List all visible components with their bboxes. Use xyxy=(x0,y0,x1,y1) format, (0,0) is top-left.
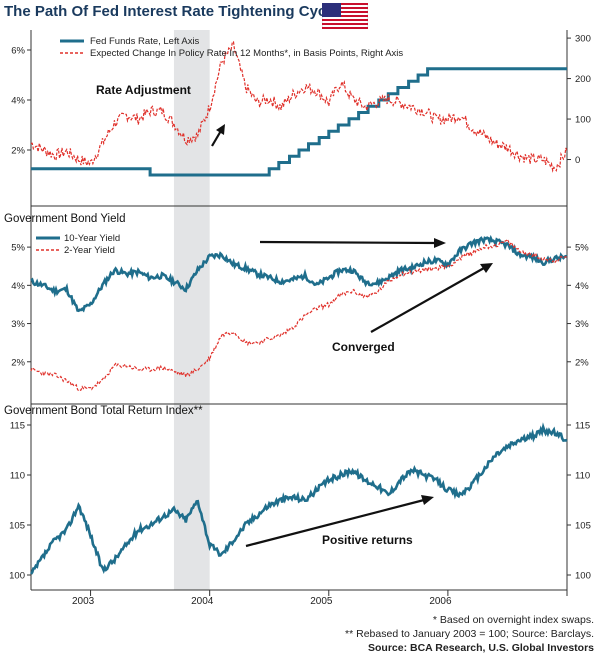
arrow-rate-adjustment xyxy=(211,124,225,147)
y-tick-label-right: 3% xyxy=(575,319,589,330)
y-tick-label-left: 5% xyxy=(11,243,25,254)
x-tick-label: 2003 xyxy=(72,596,95,607)
source-note: Source: BCA Research, U.S. Global Invest… xyxy=(367,642,594,654)
y-tick-label-left: 105 xyxy=(9,521,25,532)
y-tick-label-right: 110 xyxy=(575,471,590,482)
legend-expected-label: Expected Change In Policy Rate In 12 Mon… xyxy=(90,48,403,59)
legend-10yr-label: 10-Year Yield xyxy=(64,233,120,244)
y-tick-label-right: 100 xyxy=(575,571,591,582)
total-return-line xyxy=(29,422,568,575)
legend-2yr-label: 2-Year Yield xyxy=(64,245,115,256)
y-tick-label-left: 2% xyxy=(11,357,25,368)
y-tick-label-right: 4% xyxy=(575,281,589,292)
y-tick-label-left: 4% xyxy=(11,281,25,292)
y-tick-label-right: 105 xyxy=(575,521,591,532)
legend-panel2: 10-Year Yield 2-Year Yield xyxy=(36,233,120,256)
annotation-converged: Converged xyxy=(332,340,395,354)
legend-panel1: Fed Funds Rate, Left Axis Expected Chang… xyxy=(60,36,403,59)
panel3-title: Government Bond Total Return Index** xyxy=(4,405,203,417)
fed-funds-rate-line xyxy=(31,67,567,177)
annotation-positive-returns: Positive returns xyxy=(322,533,413,547)
x-tick-label: 2005 xyxy=(310,596,333,607)
y-tick-label-right: 100 xyxy=(575,115,591,126)
y-tick-label-right: 0 xyxy=(575,155,580,166)
legend-fed-label: Fed Funds Rate, Left Axis xyxy=(90,36,200,47)
annotation-rate-adjustment: Rate Adjustment xyxy=(96,83,191,97)
panel2-title: Government Bond Yield xyxy=(4,213,125,225)
footnote-1: * Based on overnight index swaps. xyxy=(432,614,594,626)
two-year-yield-line xyxy=(30,238,568,392)
y-tick-label-left: 100 xyxy=(9,571,25,582)
arrow-yield-top xyxy=(259,238,446,248)
x-tick-label: 2006 xyxy=(429,596,452,607)
arrow-converged xyxy=(370,263,493,333)
shaded-period xyxy=(173,30,210,590)
y-tick-label-right: 300 xyxy=(575,34,591,45)
expected-change-line xyxy=(30,40,568,173)
y-tick-label-left: 4% xyxy=(11,96,25,107)
ten-year-yield-line xyxy=(30,234,568,313)
us-flag-icon xyxy=(322,3,368,29)
y-tick-label-left: 3% xyxy=(11,319,25,330)
footnote-2: ** Rebased to January 2003 = 100; Source… xyxy=(345,628,594,640)
page-title: The Path Of Fed Interest Rate Tightening… xyxy=(4,3,348,20)
x-tick-label: 2004 xyxy=(191,596,214,607)
y-tick-label-right: 200 xyxy=(575,74,591,85)
y-tick-label-left: 6% xyxy=(11,46,25,57)
y-tick-label-right: 115 xyxy=(575,421,590,432)
y-tick-label-left: 2% xyxy=(11,146,25,157)
y-tick-label-right: 2% xyxy=(575,357,589,368)
y-tick-label-left: 110 xyxy=(10,471,25,482)
y-tick-label-right: 5% xyxy=(575,243,589,254)
arrow-positive-returns xyxy=(245,495,434,548)
y-tick-label-left: 115 xyxy=(10,421,25,432)
